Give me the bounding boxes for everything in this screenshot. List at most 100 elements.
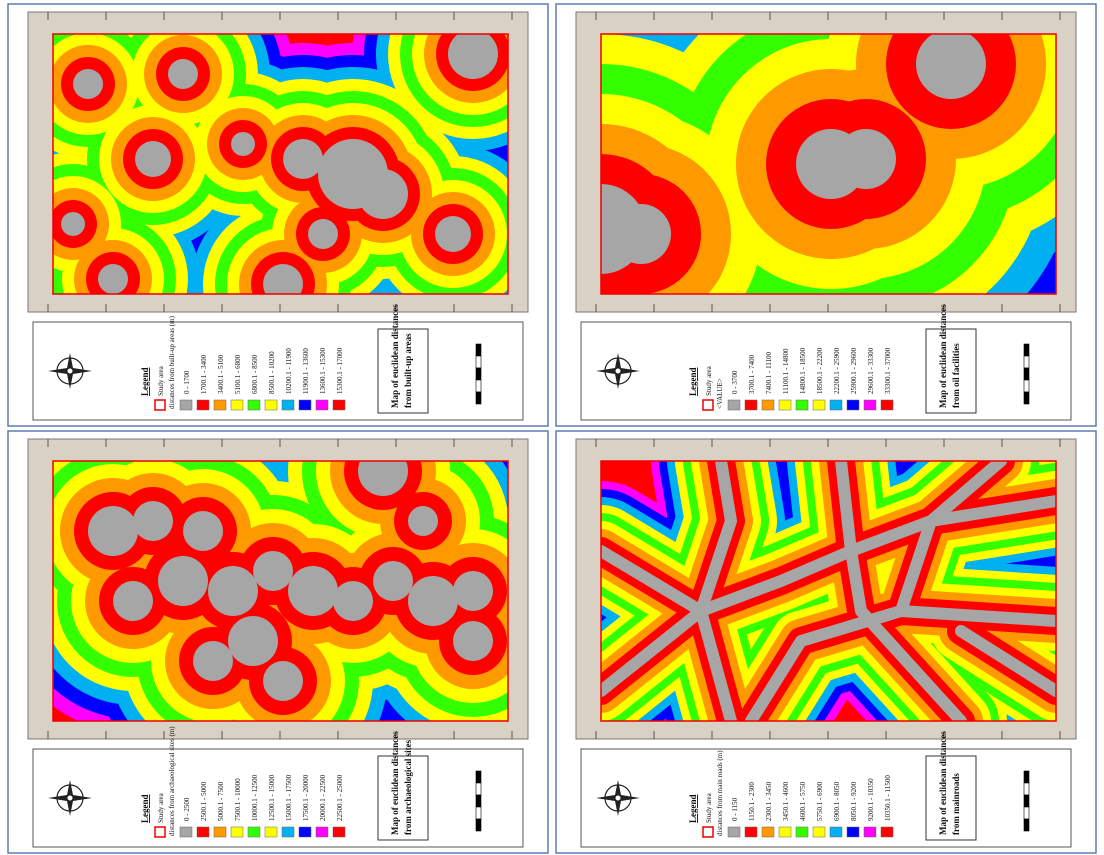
- zone: [73, 69, 103, 99]
- legend-class-label: 0 - 3700: [731, 370, 739, 394]
- map-figure: LegendStudy areadistances from built-up …: [0, 0, 1104, 855]
- zone: [158, 556, 208, 606]
- legend-swatch: [830, 400, 842, 410]
- legend-class-label: 4600.1 - 5750: [799, 781, 807, 821]
- zone: [135, 141, 171, 177]
- zone: [193, 641, 233, 681]
- legend-class-label: 0 - 1700: [183, 370, 191, 394]
- zone: [98, 264, 128, 294]
- scale-bar-segment: [476, 771, 481, 783]
- zone: [308, 219, 338, 249]
- legend-class-label: 11900.1 - 13600: [302, 348, 310, 394]
- map-title: Map of euclidean distances: [390, 731, 400, 835]
- scale-bar-segment: [476, 356, 481, 368]
- legend-swatch: [745, 827, 757, 837]
- legend-class-label: 12500.1 - 15000: [268, 774, 276, 821]
- legend-heading: Legend: [140, 794, 150, 823]
- legend-swatch: [231, 827, 243, 837]
- legend-swatch: [197, 827, 209, 837]
- study-area-label: Study area: [157, 365, 165, 396]
- zone: [611, 204, 671, 264]
- legend-swatch: [265, 827, 277, 837]
- legend-title: distances from archaeological sites (m): [168, 726, 176, 836]
- zone: [168, 59, 198, 89]
- study-area-label: Study area: [157, 792, 165, 823]
- zone: [208, 566, 258, 616]
- zone: [263, 661, 303, 701]
- zone: [836, 129, 896, 189]
- legend-title: distances from main roads (m): [716, 750, 724, 836]
- legend-class-label: 3400.1 - 5100: [217, 354, 225, 394]
- legend-class-label: 11100.1 - 14800: [782, 348, 790, 394]
- map-surface: [601, 461, 1056, 721]
- zone: [61, 212, 85, 236]
- scale-bar-segment: [476, 795, 481, 807]
- legend-class-label: 15300.1 - 17000: [336, 347, 344, 394]
- legend-box: [33, 322, 523, 420]
- zone: [253, 551, 293, 591]
- compass-center: [67, 368, 73, 374]
- legend-class-label: 14800.1 - 18500: [799, 347, 807, 394]
- legend-title: distances from built-up areas (m): [168, 315, 176, 409]
- map-title: from oil facilities: [951, 343, 961, 408]
- legend-class-label: 6900.1 - 8050: [833, 781, 841, 821]
- zone: [408, 506, 438, 536]
- legend-class-label: 22500.1 - 25000: [336, 774, 344, 821]
- legend-class-label: 3450.1 - 4600: [782, 781, 790, 821]
- zone: [408, 576, 458, 626]
- legend-class-label: 10200.1 - 11900: [285, 348, 293, 394]
- compass-center: [615, 795, 621, 801]
- scale-bar-segment: [1024, 819, 1029, 831]
- legend-box: [33, 749, 523, 847]
- zone: [88, 506, 138, 556]
- legend-class-label: 7400.1 - 11100: [765, 351, 773, 394]
- legend-swatch: [847, 400, 859, 410]
- legend-heading: Legend: [688, 367, 698, 396]
- legend-class-label: 0 - 1150: [731, 797, 739, 821]
- legend-class-label: 5000.1 - 7500: [217, 781, 225, 821]
- scale-bar-segment: [1024, 368, 1029, 380]
- legend-class-label: 1700.1 - 3400: [200, 354, 208, 394]
- scale-bar-segment: [476, 392, 481, 404]
- legend-box: [581, 749, 1071, 847]
- legend-class-label: 20000.1 - 22500: [319, 774, 327, 821]
- legend-swatch: [847, 827, 859, 837]
- zone: [288, 566, 338, 616]
- legend-swatch: [762, 827, 774, 837]
- legend-swatch: [779, 827, 791, 837]
- legend-swatch: [830, 827, 842, 837]
- legend-swatch: [265, 400, 277, 410]
- legend-swatch: [796, 827, 808, 837]
- map-title: from archaeological sites: [403, 739, 413, 835]
- zone: [435, 216, 471, 252]
- scale-bar-segment: [476, 380, 481, 392]
- legend-class-label: 29600.1 - 33300: [867, 347, 875, 394]
- scale-bar-segment: [476, 368, 481, 380]
- legend-swatch: [299, 827, 311, 837]
- legend-swatch: [813, 827, 825, 837]
- zone: [448, 29, 498, 79]
- legend-swatch: [864, 827, 876, 837]
- zone: [283, 139, 323, 179]
- scale-bar-segment: [1024, 795, 1029, 807]
- legend-swatch: [762, 400, 774, 410]
- legend-swatch: [745, 400, 757, 410]
- map-title: from built-up areas: [403, 333, 413, 408]
- zone: [133, 501, 173, 541]
- zone: [453, 621, 493, 661]
- legend-swatch: [248, 400, 260, 410]
- legend-class-label: 15000.1 - 17500: [285, 774, 293, 821]
- legend-swatch: [231, 400, 243, 410]
- legend-class-label: 25900.1 - 29600: [850, 347, 858, 394]
- legend-swatch: [214, 827, 226, 837]
- legend-swatch: [333, 400, 345, 410]
- legend-swatch: [282, 827, 294, 837]
- scale-bar-segment: [476, 344, 481, 356]
- legend-class-label: 2300.1 - 3450: [765, 781, 773, 821]
- legend-swatch: [316, 400, 328, 410]
- zone: [183, 511, 223, 551]
- legend-title: <VALUE>: [716, 378, 724, 409]
- legend-heading: Legend: [140, 367, 150, 396]
- legend-class-label: 7500.1 - 10000: [234, 778, 242, 821]
- zone: [228, 616, 278, 666]
